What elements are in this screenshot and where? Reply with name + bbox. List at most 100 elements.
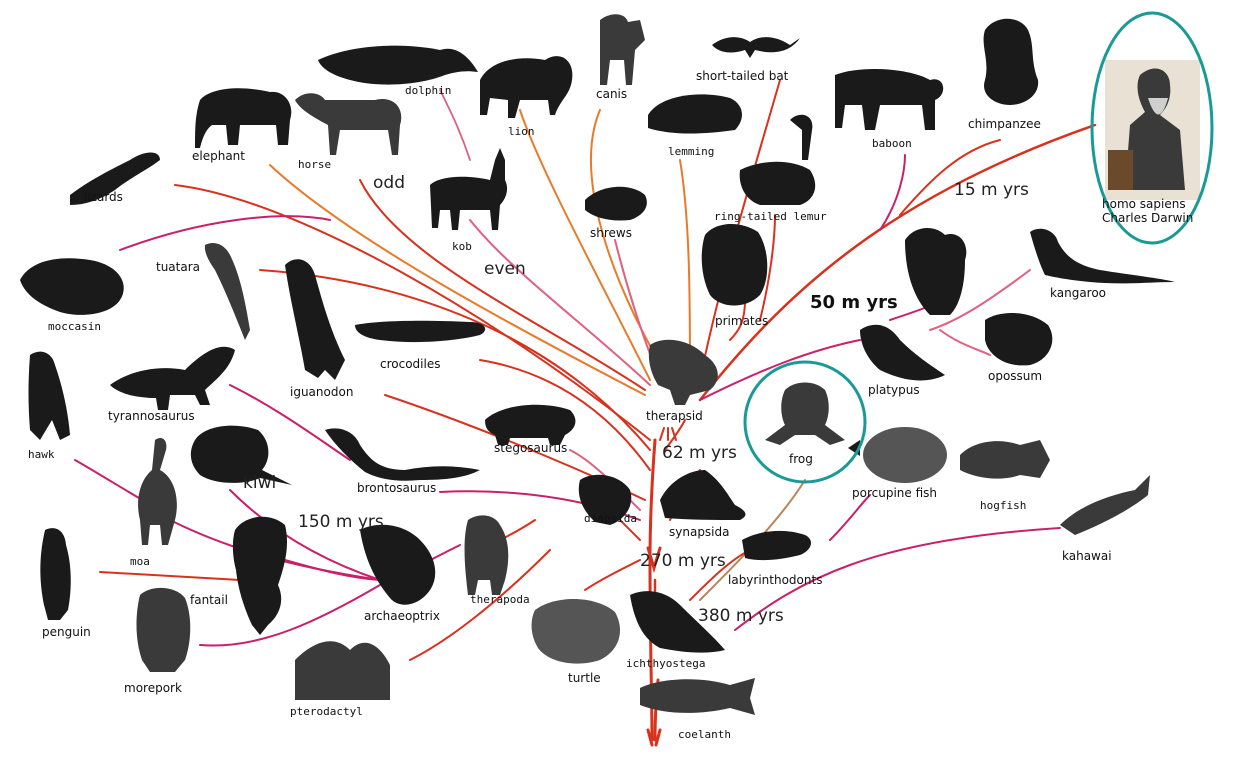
label-odd: odd [373,173,405,193]
branch-morepork [199,584,381,647]
label-even: even [484,259,526,279]
branch-turtle [584,559,641,591]
baboon-illustration [835,68,944,130]
branch-crocodiles [479,359,651,471]
branch-lemur [759,214,776,321]
label-kob: kob [452,240,472,253]
kahawai-illustration [1060,475,1150,535]
branch-pterodactyl [409,549,551,661]
label-primates: primates [715,314,768,328]
branch-tuatara [259,269,651,451]
bat-illustration [712,37,800,58]
label-lemming: lemming [668,145,714,158]
arrow-mark-62 [659,427,677,441]
branch-stegosaurus [569,449,641,511]
moa-illustration [138,438,177,545]
label-pterodactyl: pterodactyl [290,705,363,718]
branch-penguin [99,571,241,581]
therapsid-illustration [648,339,718,405]
turtle-illustration [531,598,620,664]
branch-lizards [174,184,651,441]
branch-lion [519,109,651,381]
label-coelanth: coelanth [678,728,731,741]
era-270m: 270 m yrs [640,551,726,571]
label-charles-darwin: Charles Darwin [1102,211,1193,225]
label-therapoda: therapoda [470,593,530,606]
opossum-illustration [985,313,1053,366]
dolphin-illustration [318,45,478,85]
label-kahawai: kahawai [1062,549,1112,563]
branch-homo-sapiens [698,123,1097,402]
brontosaurus-illustration [325,428,480,481]
era-50m: 50 m yrs [810,292,898,313]
hawk-illustration [28,351,70,440]
synapsida-illustration [660,470,746,520]
label-fantail: fantail [190,593,228,607]
label-canis: canis [596,87,627,101]
archaeoptrix-illustration [360,524,436,605]
branch-chimpanzee [899,139,1001,216]
branch-bat [699,79,781,381]
frog-illustration [765,382,845,445]
label-kangaroo: kangaroo [1050,286,1106,300]
platypus-illustration [860,324,945,381]
label-frog: frog [789,452,813,466]
branch-kiwi [229,489,381,581]
animal-labels: dolphin lion canis short-tailed bat lemm… [28,69,1193,741]
label-turtle: turtle [568,671,601,685]
koala-illustration [905,228,967,315]
darwin-portrait [1105,60,1200,200]
branch-opossum [939,329,991,356]
lion-illustration [480,56,573,118]
hogfish-illustration [960,440,1050,479]
branch-therapsid [664,419,686,451]
branch-horse [359,179,646,391]
label-synapsida: synapsida [669,525,730,539]
branch-kob [469,219,651,386]
branch-fantail [284,559,381,581]
label-tuatara: tuatara [156,260,200,274]
label-hogfish: hogfish [980,499,1026,512]
era-62m: 62 m yrs [662,443,737,463]
label-iguanodon: iguanodon [290,385,353,399]
lizard-illustration [70,152,160,205]
label-homo-sapiens: homo sapiens [1102,197,1186,211]
branch-dolphin [439,89,471,161]
chimpanzee-illustration [983,18,1039,105]
morepork-illustration [136,587,191,672]
iguanodon-illustration [285,259,345,380]
era-15m: 15 m yrs [954,180,1029,200]
label-moa: moa [130,555,150,568]
darwin-highlight-circle [1090,11,1214,245]
label-tyrannosaurus: tyrannosaurus [108,409,195,423]
branch-moccasin [119,215,331,251]
arrow-mark-270 [646,546,662,574]
elephant-illustration [195,88,292,148]
kob-illustration [430,148,508,230]
label-labyrinthodonts: labyrinthodonts [728,573,822,587]
label-opossum: opossum [988,369,1042,383]
label-lion: lion [508,125,535,138]
label-porcupine-fish: porcupine fish [852,486,937,500]
canis-illustration [600,14,645,85]
label-penguin: penguin [42,625,91,639]
branch-porcupine-fish [829,494,871,541]
label-therapsid: therapsid [646,409,703,423]
era-150m: 150 m yrs [298,512,384,532]
kangaroo-illustration [1030,228,1175,284]
label-shrews: shrews [590,226,632,240]
label-stegosaurus: stegosaurus [494,441,567,455]
tyrannosaurus-illustration [110,346,235,410]
label-elephant: elephant [192,149,245,163]
ichthyostega-illustration [630,591,725,653]
label-baboon: baboon [872,137,912,150]
kiwi-illustration [190,425,292,485]
stegosaurus-illustration [485,404,576,445]
frog-highlight-circle [743,360,867,484]
primates-illustration [701,224,768,306]
label-moccasin: moccasin [48,320,101,333]
label-morepork: morepork [124,681,182,695]
animal-illustrations [20,14,1200,715]
pterodactyl-illustration [295,641,390,700]
